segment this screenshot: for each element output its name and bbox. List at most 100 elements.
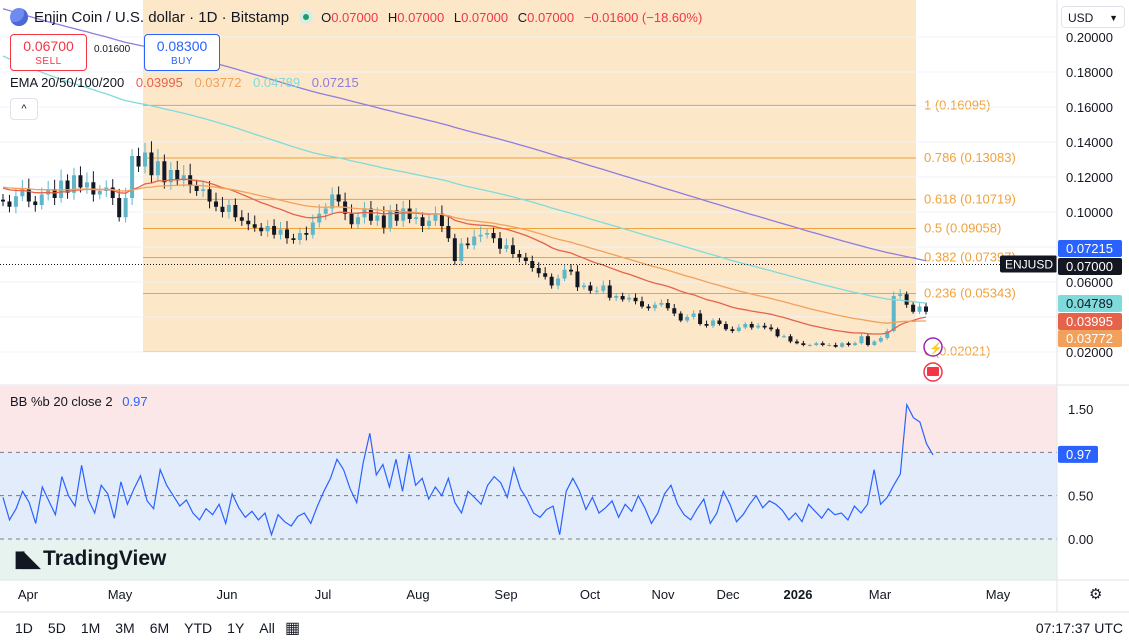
- x-tick-label: Jun: [217, 587, 238, 602]
- timeframe-1m[interactable]: 1M: [80, 620, 101, 636]
- candle-body: [1, 199, 5, 202]
- candle-body: [78, 175, 83, 188]
- lightning-glyph-icon: ⚡: [929, 342, 943, 355]
- candle-body: [581, 285, 586, 288]
- candle-body: [575, 271, 580, 288]
- candle-body: [246, 220, 251, 225]
- candle-body: [594, 290, 599, 292]
- candle-body: [181, 175, 186, 181]
- candle-body: [556, 278, 561, 286]
- timeframe-ytd[interactable]: YTD: [184, 620, 213, 636]
- candle-body: [394, 210, 399, 221]
- x-tick-label: Aug: [406, 587, 429, 602]
- ema100-line: [2, 55, 927, 304]
- candle-body: [117, 198, 122, 218]
- bb-legend-label: BB %b 20 close 2: [10, 394, 113, 409]
- timeframe-3m[interactable]: 3M: [115, 620, 135, 636]
- candle-body: [252, 224, 257, 228]
- calendar-range-icon[interactable]: ▦: [285, 620, 301, 637]
- ema50-line: [2, 184, 926, 324]
- candle-body: [143, 152, 147, 167]
- utc-clock[interactable]: 07:17:37 UTC: [1035, 620, 1123, 636]
- tradingview-logo[interactable]: ▮◣ TradingView: [14, 546, 166, 572]
- candle-body: [26, 189, 31, 202]
- candle-body: [297, 233, 302, 240]
- high-label: H: [387, 9, 398, 25]
- timeframe-1y[interactable]: 1Y: [227, 620, 245, 636]
- candle-body: [652, 304, 657, 309]
- x-tick-label: Jul: [315, 587, 332, 602]
- collapse-legend-button[interactable]: ^: [10, 98, 38, 120]
- candle-body: [485, 233, 490, 235]
- candle-body: [510, 245, 515, 254]
- candle-body: [665, 303, 670, 309]
- x-tick-label: May: [986, 587, 1011, 602]
- x-tick-label: Apr: [18, 587, 39, 602]
- ema-legend[interactable]: EMA 20/50/100/200 0.03995 0.03772 0.0478…: [10, 75, 367, 90]
- bb-legend[interactable]: BB %b 20 close 2 0.97: [10, 394, 148, 409]
- candle-body: [452, 238, 457, 261]
- candle-body: [226, 205, 231, 212]
- candle-body: [330, 194, 335, 209]
- candle-body: [427, 220, 431, 226]
- ema200-value: 0.07215: [311, 75, 359, 90]
- bb-percent-line: [2, 402, 934, 537]
- candle-body: [110, 187, 115, 198]
- candle-body: [201, 189, 206, 191]
- candle-body: [801, 343, 806, 345]
- candle-body: [659, 303, 664, 305]
- symbol-header: Enjin Coin / U.S. dollar · 1D · Bitstamp…: [0, 0, 708, 34]
- last-price-tag: 0.07000: [1066, 259, 1113, 274]
- bb-legend-value: 0.97: [122, 394, 148, 409]
- candle-body: [840, 343, 845, 347]
- candle-body: [65, 180, 70, 193]
- candle-body: [762, 325, 767, 328]
- low-label: L: [453, 9, 462, 25]
- last-price-tag-bg: [1058, 258, 1122, 275]
- symbol-tag-bg: [1000, 255, 1057, 273]
- candle-body: [646, 306, 651, 309]
- candle-body: [123, 198, 128, 218]
- candle-body: [788, 336, 793, 342]
- spread-value: 0.01600: [94, 44, 131, 55]
- timeframe-1d[interactable]: 1D: [15, 620, 33, 636]
- timeframe-all[interactable]: All: [259, 620, 275, 636]
- candle-body: [672, 308, 677, 314]
- candle-body: [336, 194, 341, 202]
- symbol-title[interactable]: Enjin Coin / U.S. dollar · 1D · Bitstamp: [34, 8, 290, 26]
- y-tick-label: 0.18000: [1066, 65, 1113, 80]
- ema100-price-tag: 0.04789: [1066, 296, 1113, 311]
- candle-body: [381, 215, 386, 228]
- candle-body: [7, 201, 12, 207]
- candle-body: [723, 324, 728, 330]
- timeframe-5d[interactable]: 5D: [47, 620, 66, 636]
- change-value: −0.01600 (−18.60%): [583, 9, 703, 25]
- x-tick-label: 2026: [784, 587, 813, 602]
- chevron-down-icon: ▼: [1109, 13, 1118, 23]
- y-tick-label: 0.14000: [1066, 135, 1113, 150]
- candle-body: [543, 273, 548, 277]
- sell-price: 0.06700: [23, 38, 74, 54]
- gear-icon[interactable]: ⚙: [1089, 586, 1103, 603]
- candle-body: [898, 294, 903, 296]
- currency-select[interactable]: USD ▼: [1061, 6, 1125, 28]
- timeframe-6m[interactable]: 6M: [149, 620, 170, 636]
- candle-body: [459, 243, 464, 261]
- candle-body: [814, 343, 819, 345]
- candle-body: [756, 325, 761, 328]
- fib-zone-background: [143, 0, 916, 352]
- candle-body: [685, 317, 690, 321]
- market-status-icon[interactable]: [299, 10, 314, 24]
- buy-button[interactable]: 0.08300 BUY: [144, 34, 220, 71]
- candle-body: [717, 320, 722, 324]
- x-tick-label: Nov: [651, 587, 675, 602]
- y-tick-label: 0.06000: [1066, 275, 1113, 290]
- candle-body: [640, 301, 644, 307]
- candle-body: [420, 217, 425, 226]
- sell-button[interactable]: 0.06700 SELL: [10, 34, 87, 71]
- x-tick-label: Oct: [580, 587, 601, 602]
- us-flag-glyph-icon: [927, 367, 939, 376]
- ema-legend-label: EMA 20/50/100/200: [10, 75, 125, 90]
- y-tick-label: 0.12000: [1066, 170, 1113, 185]
